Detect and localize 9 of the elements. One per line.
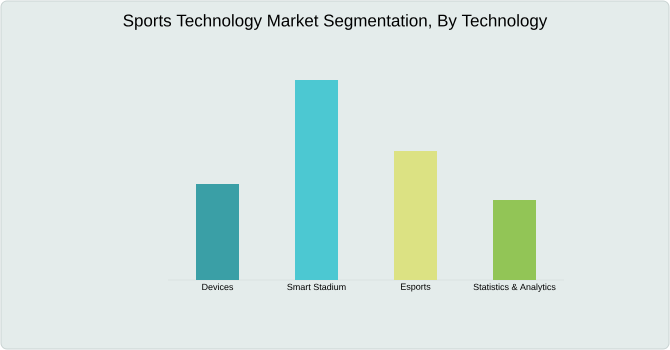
chart-title: Sports Technology Market Segmentation, By Technology — [123, 14, 548, 30]
bar — [295, 80, 338, 280]
x-tick-label: Statistics & Analytics — [474, 284, 556, 292]
x-tick-label: Esports — [401, 284, 430, 292]
bar — [394, 150, 438, 280]
x-tick-label: Smart Stadium — [287, 284, 346, 290]
bar — [493, 200, 536, 280]
bar — [196, 184, 240, 280]
x-tick-label: Devices — [202, 284, 234, 290]
